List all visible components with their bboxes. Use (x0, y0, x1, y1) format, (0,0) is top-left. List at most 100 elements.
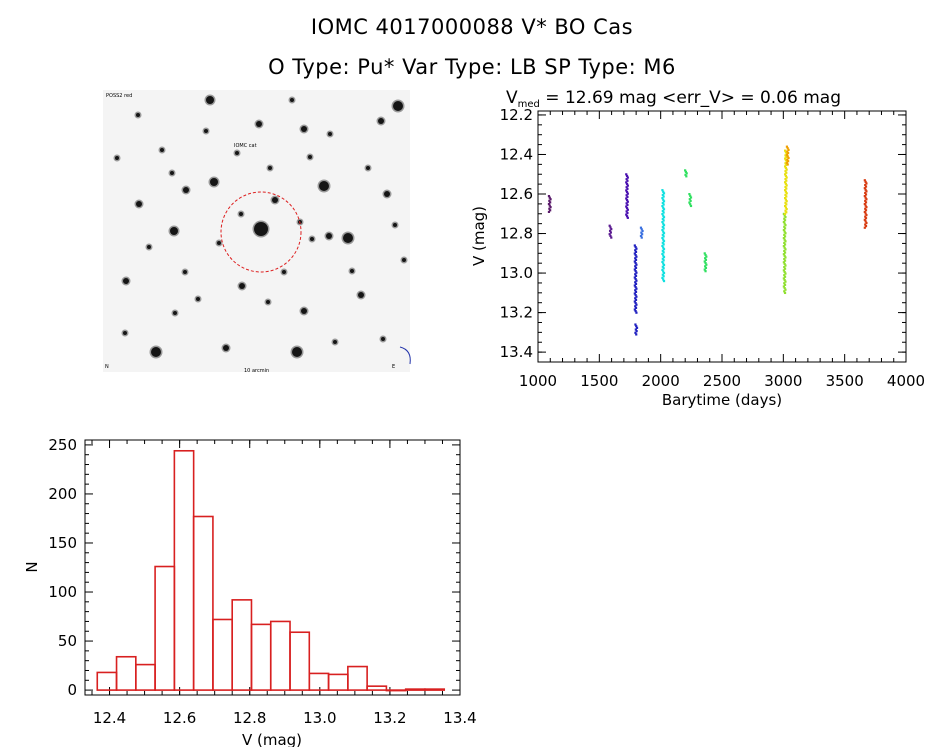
lc-point (661, 217, 664, 220)
lc-point (784, 193, 787, 196)
finder-star (282, 270, 286, 274)
lc-point (608, 233, 611, 236)
lc-point (635, 287, 638, 290)
lc-point (783, 283, 787, 286)
lc-point (625, 178, 628, 181)
lc-ytick-label: 13.0 (500, 264, 533, 282)
lc-point (661, 228, 664, 232)
hist-ytick-label: 250 (48, 436, 77, 454)
finder-star (210, 178, 218, 186)
lc-point (689, 204, 693, 208)
lc-point (783, 262, 786, 265)
lc-point (786, 155, 789, 158)
lc-point (635, 279, 638, 282)
lc-point (662, 278, 665, 281)
lc-point (783, 165, 787, 168)
lc-point (782, 285, 785, 288)
lc-point (625, 215, 629, 218)
lc-point (783, 266, 786, 269)
lc-xtick-label: 1000 (519, 372, 557, 390)
lc-point (864, 204, 867, 207)
finder-star (301, 126, 307, 132)
lc-point (864, 201, 868, 204)
lc-point (782, 245, 785, 248)
lc-point (661, 257, 664, 260)
histogram-plot: 12.4 12.6 12.8 13.0 13.2 13.4050100150200250 … (23, 436, 477, 747)
finder-star (378, 118, 384, 124)
lc-point (662, 254, 665, 257)
lc-point (609, 226, 612, 229)
lc-xtick-label: 2000 (642, 372, 680, 390)
lc-point (633, 244, 636, 247)
lc-point (662, 267, 665, 270)
lc-point (783, 222, 786, 225)
lc-point (661, 260, 664, 264)
lc-point (787, 156, 790, 160)
lc-point (783, 227, 787, 230)
lc-point (625, 205, 628, 208)
finder-star (204, 129, 208, 133)
hist-bar (212, 618, 233, 691)
lc-point (635, 311, 638, 314)
lc-ytick-label: 13.4 (500, 343, 533, 361)
lc-point (662, 195, 665, 198)
lc-point (662, 251, 665, 254)
lc-point (783, 267, 787, 270)
finder-star (308, 155, 312, 159)
lc-point (782, 277, 785, 280)
lc-point (783, 243, 787, 246)
lc-point (783, 291, 787, 295)
lc-point (634, 285, 637, 289)
lc-point (662, 206, 665, 209)
lc-point (634, 282, 638, 285)
lc-point (548, 196, 551, 199)
lc-point (784, 272, 787, 275)
lc-point (783, 157, 787, 160)
lc-point (662, 230, 665, 233)
lc-point (864, 207, 867, 210)
lc-point (864, 223, 867, 226)
lc-point (689, 196, 693, 199)
lc-point (625, 199, 629, 202)
lc-point (633, 308, 636, 311)
lc-point (634, 261, 637, 265)
lc-point (635, 255, 638, 258)
lc-point (783, 204, 787, 208)
finder-label-top-left: POSS2 red (106, 93, 132, 99)
lc-point (785, 179, 788, 182)
lc-point (863, 226, 866, 229)
lc-point (704, 265, 707, 268)
lc-point (784, 256, 787, 259)
lc-point (634, 249, 637, 252)
lc-point (634, 245, 637, 249)
finder-star (266, 300, 270, 304)
finder-star (147, 245, 151, 249)
lc-point (662, 211, 665, 214)
lc-point (864, 196, 867, 199)
lc-point (786, 150, 789, 153)
lc-point (634, 323, 637, 326)
lc-point (787, 152, 790, 155)
lc-point (784, 288, 787, 291)
hist-ytick-label: 50 (58, 632, 77, 650)
lc-point (704, 262, 707, 265)
lc-point (865, 198, 868, 201)
lc-point (784, 198, 787, 201)
lc-point (634, 309, 637, 313)
lc-point (865, 206, 868, 209)
lc-point (782, 253, 785, 256)
lc-point (864, 193, 868, 196)
finder-star (358, 292, 364, 298)
lc-title: Vmed = 12.69 mag <err_V> = 0.06 mag (506, 88, 841, 110)
lc-point (547, 210, 551, 213)
hist-bar (231, 599, 253, 691)
lc-point (548, 207, 551, 210)
lc-point (785, 168, 788, 171)
lc-point (662, 200, 666, 203)
lc-point (640, 236, 643, 239)
lc-point (625, 173, 628, 176)
lc-point (864, 217, 868, 220)
lc-point (625, 181, 628, 184)
hist-bars (96, 449, 446, 692)
lc-point (634, 273, 637, 276)
